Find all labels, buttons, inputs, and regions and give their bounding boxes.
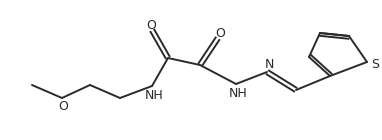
Text: O: O: [215, 26, 225, 39]
Text: N: N: [264, 58, 274, 71]
Text: O: O: [58, 100, 68, 113]
Text: NH: NH: [145, 88, 163, 102]
Text: S: S: [371, 58, 379, 71]
Text: O: O: [146, 18, 156, 32]
Text: NH: NH: [228, 87, 248, 100]
